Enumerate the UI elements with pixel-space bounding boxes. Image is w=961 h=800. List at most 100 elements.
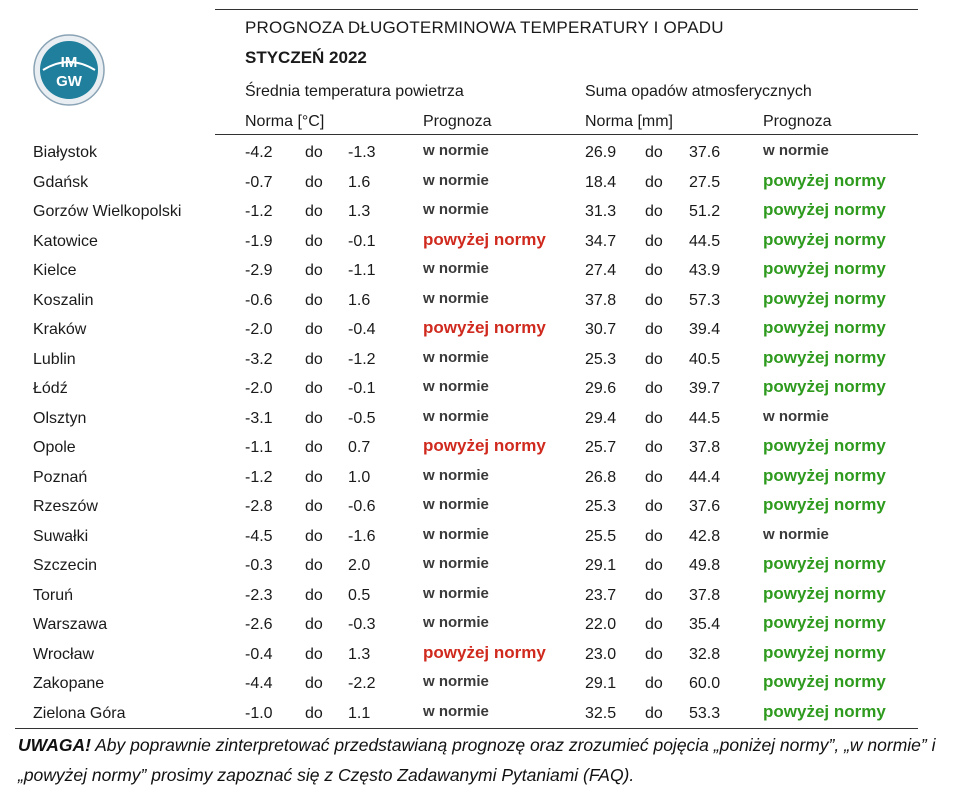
temp-forecast: powyżej normy — [423, 318, 546, 337]
temp-range-word: do — [305, 380, 323, 397]
city-cell: Olsztyn — [33, 409, 87, 427]
temp-norm-min: -2.0 — [245, 380, 273, 397]
city-cell: Poznań — [33, 468, 88, 486]
temp-norm-min: -3.1 — [245, 409, 273, 427]
precip-forecast: powyżej normy — [763, 701, 886, 721]
precip-forecast: powyżej normy — [763, 495, 886, 514]
precip-norm-min: 34.7 — [585, 232, 617, 250]
precip-forecast: powyżej normy — [763, 200, 886, 219]
temp-range-word: do — [305, 439, 323, 456]
table-row: Olsztyn -3.1 do -0.5 w normie 29.4 do 44.5 w nor… — [0, 404, 961, 434]
precip-norm-max: 44.5 — [689, 409, 721, 427]
temp-forecast: powyżej normy — [423, 229, 546, 249]
page-subtitle: STYCZEŃ 2022 — [245, 48, 367, 67]
precip-norm-max: 27.5 — [689, 173, 721, 191]
temp-forecast: w normie — [423, 496, 489, 513]
precip-norm-min: 25.3 — [585, 350, 617, 368]
temp-norm-max: 1.0 — [348, 468, 371, 486]
temp-norm-max: 1.1 — [348, 704, 371, 722]
temp-norm-max: -1.2 — [348, 350, 376, 368]
temp-range-word: do — [305, 173, 323, 191]
city-cell: Opole — [33, 439, 76, 456]
precip-norm-max: 39.7 — [689, 380, 721, 397]
temp-forecast: w normie — [423, 555, 489, 572]
logo-text-top: IM — [61, 54, 78, 71]
precip-norm-max: 49.8 — [689, 557, 721, 574]
temp-norm-max: 0.7 — [348, 439, 371, 456]
table-row: Koszalin -0.6 do 1.6 w normie 37.8 do 57.3 powyż… — [0, 286, 961, 316]
precipitation-group-header: Suma opadów atmosferycznych — [585, 83, 812, 100]
temperature-group-header: Średnia temperatura powietrza — [245, 83, 464, 100]
table-row: Rzeszów -2.8 do -0.6 w normie 25.3 do 37.6 powyż… — [0, 492, 961, 522]
precip-range-word: do — [645, 232, 663, 250]
temp-norm-min: -2.6 — [245, 616, 273, 633]
temp-forecast: w normie — [423, 466, 489, 484]
temp-range-word: do — [305, 498, 323, 515]
precip-norm-min: 25.7 — [585, 439, 617, 456]
precip-norm-max: 39.4 — [689, 321, 721, 338]
temp-range-word: do — [305, 586, 323, 604]
city-cell: Białystok — [33, 144, 98, 161]
temp-range-word: do — [305, 144, 323, 161]
temp-forecast: w normie — [423, 407, 489, 425]
temp-norm-max: 1.6 — [348, 173, 371, 191]
precip-range-word: do — [645, 350, 663, 368]
precip-forecast: powyżej normy — [763, 259, 886, 278]
precip-range-word: do — [645, 409, 663, 427]
precip-range-word: do — [645, 321, 663, 338]
table-row: Opole -1.1 do 0.7 powyżej normy 25.7 do 37.8 pow… — [0, 433, 961, 463]
precip-norm-min: 37.8 — [585, 291, 617, 309]
table-row: Warszawa -2.6 do -0.3 w normie 22.0 do 35.4 powy… — [0, 610, 961, 640]
precip-forecast: powyżej normy — [763, 347, 886, 367]
temp-norm-max: -0.6 — [348, 498, 376, 515]
temp-norm-max: -0.5 — [348, 409, 376, 427]
city-cell: Zakopane — [33, 675, 105, 692]
precip-norm-min: 18.4 — [585, 173, 617, 191]
temp-range-word: do — [305, 203, 323, 220]
precip-norm-min: 22.0 — [585, 616, 617, 633]
precip-forecast: powyżej normy — [763, 288, 886, 308]
temp-norm-min: -0.3 — [245, 557, 273, 574]
city-cell: Kraków — [33, 321, 87, 338]
temp-norm-max: 1.3 — [348, 203, 371, 220]
table-row: Poznań -1.2 do 1.0 w normie 26.8 do 44.4 powyżej… — [0, 463, 961, 493]
temp-norm-max: -0.4 — [348, 321, 376, 338]
temp-forecast: w normie — [423, 348, 489, 366]
city-cell: Łódź — [33, 380, 68, 397]
precip-norm-max: 37.6 — [689, 144, 721, 161]
precip-norm-max: 35.4 — [689, 616, 721, 633]
precip-forecast: w normie — [763, 407, 829, 425]
precip-forecast: powyżej normy — [763, 377, 886, 396]
precip-norm-min: 26.8 — [585, 468, 617, 486]
precip-norm-max: 42.8 — [689, 527, 721, 545]
table-row: Wrocław -0.4 do 1.3 powyżej normy 23.0 do 32.8 p… — [0, 640, 961, 670]
temp-norm-min: -1.0 — [245, 704, 273, 722]
temp-norm-max: 0.5 — [348, 586, 371, 604]
temp-norm-max: -2.2 — [348, 675, 376, 692]
precip-norm-min: 29.4 — [585, 409, 617, 427]
precip-range-word: do — [645, 586, 663, 604]
temp-norm-header: Norma [°C] — [245, 113, 325, 130]
table-row: Lublin -3.2 do -1.2 w normie 25.3 do 40.5 powyże… — [0, 345, 961, 375]
temp-norm-max: -1.3 — [348, 144, 376, 161]
temp-forecast: powyżej normy — [423, 436, 546, 455]
precip-forecast: powyżej normy — [763, 436, 886, 455]
temp-norm-max: -0.1 — [348, 380, 376, 397]
precip-norm-max: 32.8 — [689, 645, 721, 663]
temp-range-word: do — [305, 232, 323, 250]
precip-norm-min: 30.7 — [585, 321, 617, 338]
table-row: Białystok -4.2 do -1.3 w normie 26.9 do 37.6 w n… — [0, 138, 961, 168]
city-cell: Szczecin — [33, 557, 98, 574]
city-cell: Kielce — [33, 262, 77, 279]
temp-forecast-header: Prognoza — [423, 113, 492, 130]
precip-norm-min: 25.5 — [585, 527, 617, 545]
city-cell: Gdańsk — [33, 173, 89, 191]
precip-range-word: do — [645, 557, 663, 574]
precip-range-word: do — [645, 203, 663, 220]
temp-range-word: do — [305, 321, 323, 338]
precip-norm-min: 29.1 — [585, 675, 617, 692]
temp-norm-max: 1.3 — [348, 645, 371, 663]
temp-range-word: do — [305, 527, 323, 545]
precip-range-word: do — [645, 675, 663, 692]
temp-range-word: do — [305, 291, 323, 309]
